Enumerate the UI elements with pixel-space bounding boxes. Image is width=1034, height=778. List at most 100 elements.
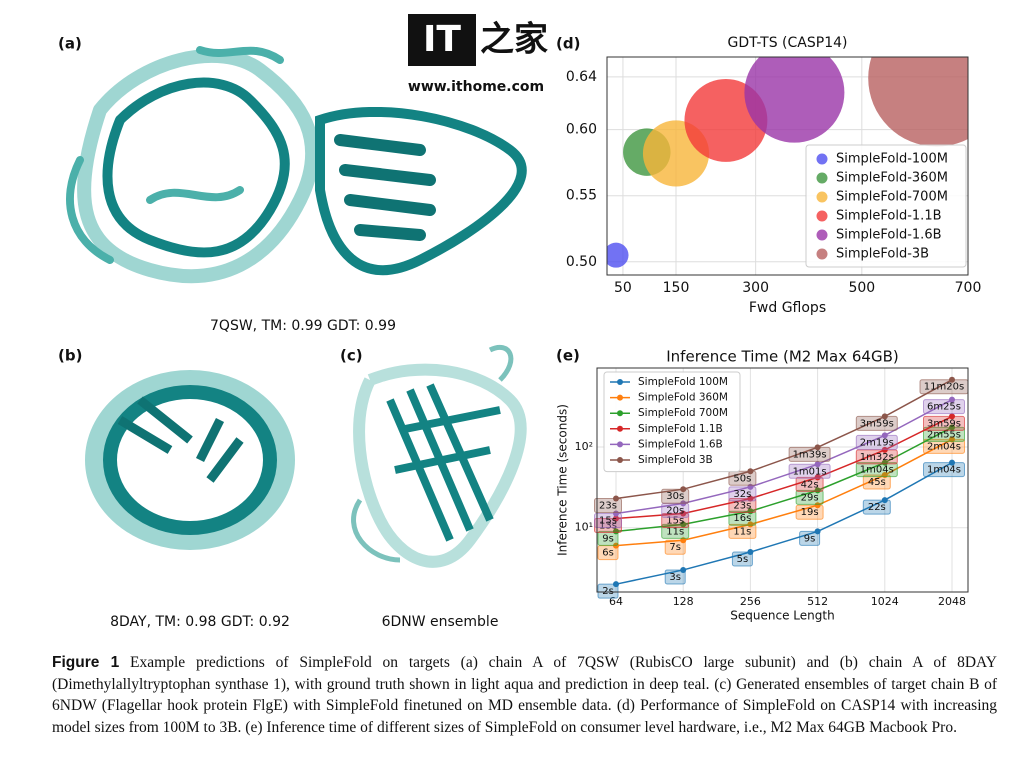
value-label: 15s [599, 516, 617, 527]
panel-label: (d) [556, 35, 580, 53]
value-label: 50s [733, 473, 751, 484]
value-label: 11m20s [924, 382, 964, 393]
value-label-box [788, 446, 831, 462]
value-label-box [855, 462, 898, 478]
value-label: 1m32s [860, 452, 894, 463]
value-label: 32s [733, 489, 751, 500]
value-label: 3s [669, 572, 681, 583]
legend-marker [816, 229, 828, 241]
value-label: 42s [801, 479, 819, 490]
legend-label: SimpleFold 1.1B [638, 423, 723, 435]
bubble [868, 57, 968, 147]
x-tick-label: 256 [740, 595, 761, 608]
legend-marker [617, 379, 623, 385]
legend-marker [816, 172, 828, 184]
protein-7qsw [66, 46, 527, 284]
value-label-box [728, 498, 757, 514]
legend-box [603, 371, 741, 473]
value-label: 45s [868, 477, 886, 488]
value-label-box [664, 569, 686, 585]
y-tick-label: 0.64 [566, 69, 597, 85]
value-label-box [799, 530, 821, 546]
value-label-box [594, 498, 622, 514]
value-label-box [862, 474, 891, 490]
watermark-logo: IT [423, 19, 461, 60]
x-tick-label: 2048 [938, 595, 966, 608]
y-tick-label: 0.60 [566, 122, 597, 138]
value-label-box [855, 415, 898, 431]
y-tick-label: 0.55 [566, 188, 597, 204]
value-label-box [795, 504, 824, 520]
value-label: 9s [602, 533, 614, 544]
x-tick-label: 150 [663, 280, 690, 296]
legend-marker [617, 457, 623, 463]
watermark-url: www.ithome.com [408, 79, 544, 95]
value-label: 5s [737, 554, 749, 565]
value-label-box [923, 415, 965, 431]
series-line [615, 461, 953, 585]
value-label-box [728, 470, 757, 486]
legend-marker [816, 210, 828, 222]
panel-label: (a) [58, 35, 82, 53]
legend-label: SimpleFold-1.1B [836, 209, 942, 224]
chart-title: GDT-TS (CASP14) [728, 35, 848, 51]
legend-label: SimpleFold-3B [836, 247, 929, 262]
value-label-box [788, 463, 831, 479]
value-label: 20s [666, 505, 684, 516]
value-label: 19s [801, 507, 819, 518]
watermark-logo-box [408, 14, 476, 66]
legend-marker [617, 425, 623, 432]
y-tick-label: 10² [575, 440, 593, 453]
legend-label: SimpleFold-360M [836, 171, 948, 186]
legend-label: SimpleFold-100M [836, 152, 948, 167]
value-label: 6s [602, 548, 614, 559]
value-label: 7s [669, 542, 681, 553]
value-label-box [795, 489, 824, 505]
series-line [615, 438, 953, 547]
legend-marker [816, 153, 828, 165]
protein-8day [85, 370, 295, 550]
x-tick-label: 1024 [871, 595, 899, 608]
value-label-box [923, 462, 965, 478]
bubbles [607, 57, 968, 268]
value-label-box [795, 476, 824, 492]
x-tick-label: 300 [742, 280, 769, 296]
x-axis-label: Sequence Length [730, 609, 834, 623]
value-label-box [855, 434, 898, 450]
panel-label: (c) [340, 347, 363, 365]
value-label: 9s [804, 533, 816, 544]
value-label: 6m25s [927, 402, 961, 413]
y-tick-label: 0.50 [566, 254, 597, 270]
value-label-box [728, 523, 757, 539]
x-tick-label: 500 [848, 280, 875, 296]
watermark-logo-cn: 之家 [480, 20, 548, 60]
y-tick-label: 10¹ [575, 521, 593, 534]
value-label: 11s [666, 526, 684, 537]
value-label: 11s [733, 526, 751, 537]
bubble [744, 57, 845, 143]
x-tick-label: 700 [955, 280, 982, 296]
chart-title: Inference Time (M2 Max 64GB) [666, 348, 898, 366]
legend-marker [617, 410, 623, 417]
series-line [615, 379, 953, 500]
value-label-box [862, 499, 891, 515]
figure: (a) (b) (c) (d) (e) 7QSW, TM: 0.99 GDT: … [58, 14, 982, 630]
panel-caption: 8DAY, TM: 0.98 GDT: 0.92 [110, 614, 290, 630]
value-label: 3m59s [927, 418, 961, 429]
value-label-box [728, 510, 757, 526]
legend-label: SimpleFold 360M [638, 392, 728, 404]
legend-label: SimpleFold 3B [638, 454, 713, 466]
value-label: 2m55s [927, 429, 961, 440]
plot-frame [606, 56, 969, 276]
value-label-box [728, 486, 757, 502]
series-line [615, 399, 953, 515]
protein-6dnw [351, 344, 527, 568]
value-label: 1m39s [793, 449, 827, 460]
legend-marker [617, 441, 623, 448]
value-label-box [597, 583, 619, 599]
legend-label: SimpleFold 700M [638, 407, 728, 419]
value-label: 2m04s [927, 441, 961, 452]
y-axis-label: Inference Time (seconds) [556, 404, 570, 556]
figure-label: Figure 1 [52, 654, 120, 671]
